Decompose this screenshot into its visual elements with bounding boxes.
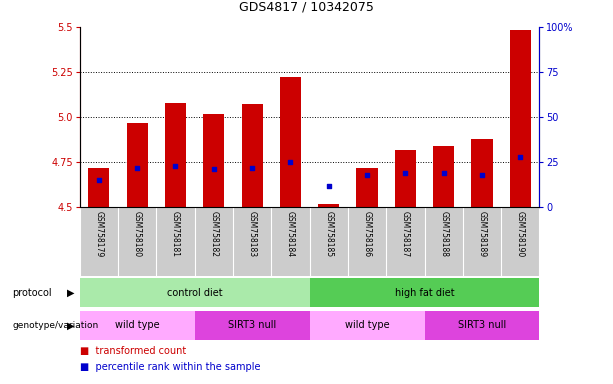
Text: control diet: control diet	[167, 288, 223, 298]
Bar	[195, 311, 310, 340]
Text: ■  percentile rank within the sample: ■ percentile rank within the sample	[80, 362, 260, 372]
Text: GSM758182: GSM758182	[209, 211, 218, 257]
Text: GSM758186: GSM758186	[362, 211, 371, 257]
Bar	[318, 204, 339, 207]
Bar	[310, 278, 539, 308]
Bar	[280, 78, 301, 207]
Text: GSM758183: GSM758183	[248, 211, 257, 257]
Point	[400, 170, 410, 176]
Text: GDS4817 / 10342075: GDS4817 / 10342075	[239, 0, 374, 13]
Point	[132, 165, 142, 171]
Bar	[510, 30, 531, 207]
Bar	[165, 103, 186, 207]
Text: SIRT3 null: SIRT3 null	[228, 320, 276, 331]
Point	[286, 159, 295, 165]
Bar	[242, 104, 262, 207]
Bar	[310, 311, 424, 340]
Text: high fat diet: high fat diet	[395, 288, 454, 298]
Bar	[424, 311, 539, 340]
Bar	[395, 150, 416, 207]
Text: GSM758179: GSM758179	[94, 211, 104, 257]
Bar	[433, 146, 454, 207]
Text: wild type: wild type	[345, 320, 389, 331]
Text: GSM758189: GSM758189	[478, 211, 487, 257]
Text: GSM758184: GSM758184	[286, 211, 295, 257]
Text: ▶: ▶	[67, 288, 74, 298]
Bar	[471, 139, 492, 207]
Text: GSM758187: GSM758187	[401, 211, 410, 257]
Point	[324, 183, 333, 189]
Text: GSM758188: GSM758188	[439, 211, 448, 257]
Text: ■  transformed count: ■ transformed count	[80, 346, 186, 356]
Point	[439, 170, 449, 176]
Text: GSM758185: GSM758185	[324, 211, 333, 257]
Point	[362, 172, 372, 178]
Bar	[127, 122, 148, 207]
Bar	[357, 168, 378, 207]
Bar	[204, 114, 224, 207]
Point	[170, 163, 180, 169]
Point	[516, 154, 525, 160]
Point	[209, 166, 219, 172]
Text: genotype/variation: genotype/variation	[12, 321, 99, 330]
Point	[94, 177, 104, 184]
Text: GSM758181: GSM758181	[171, 211, 180, 257]
Bar	[80, 311, 195, 340]
Text: SIRT3 null: SIRT3 null	[458, 320, 506, 331]
Bar	[88, 168, 109, 207]
Text: protocol: protocol	[12, 288, 52, 298]
Point	[247, 165, 257, 171]
Bar	[80, 278, 310, 308]
Text: wild type: wild type	[115, 320, 159, 331]
Text: GSM758180: GSM758180	[132, 211, 142, 257]
Text: ▶: ▶	[67, 320, 74, 331]
Text: GSM758190: GSM758190	[516, 211, 525, 257]
Point	[477, 172, 487, 178]
